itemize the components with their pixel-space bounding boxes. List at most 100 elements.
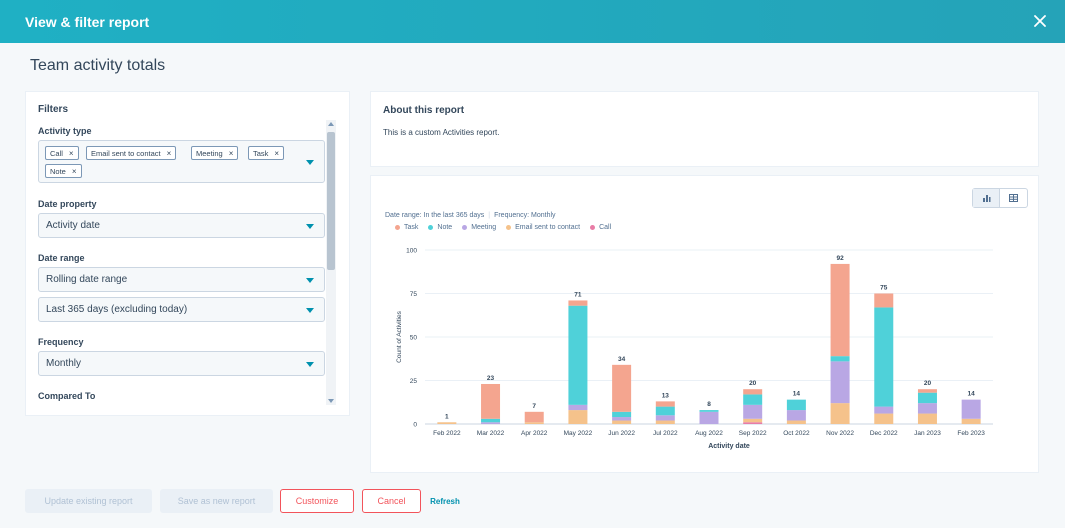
x-tick-label: Jul 2022: [653, 430, 678, 437]
save-as-new-report-button[interactable]: Save as new report: [160, 489, 273, 513]
tag-label: Task: [253, 148, 269, 158]
x-tick-label: Sep 2022: [739, 430, 767, 437]
x-tick-label: Jun 2022: [608, 430, 635, 437]
chart-frequency: Frequency: Monthly: [494, 212, 556, 219]
bar-segment: [874, 307, 894, 407]
tag-label: Meeting: [196, 148, 223, 158]
bar-segment: [699, 411, 719, 424]
legend-label: Note: [437, 224, 453, 231]
data-label: 23: [487, 375, 495, 382]
scroll-thumb[interactable]: [327, 132, 335, 270]
remove-tag-icon[interactable]: ×: [166, 148, 172, 158]
legend-swatch: [462, 225, 468, 230]
bar-segment: [743, 404, 763, 419]
tag-call[interactable]: Call ×: [45, 146, 79, 160]
bar-segment: [568, 404, 588, 411]
scroll-down-icon[interactable]: [328, 399, 334, 403]
x-tick-label: Feb 2023: [957, 430, 985, 437]
about-text: This is a custom Activities report.: [383, 128, 500, 137]
x-tick-label: Jan 2023: [914, 430, 941, 437]
bar-segment: [743, 389, 763, 395]
remove-tag-icon[interactable]: ×: [68, 148, 74, 158]
date-range-select[interactable]: Last 365 days (excluding today): [38, 297, 325, 322]
x-tick-label: Oct 2022: [783, 430, 810, 437]
tag-task[interactable]: Task ×: [248, 146, 285, 160]
modal-header: View & filter report: [0, 0, 1065, 43]
bar-segment: [481, 383, 501, 419]
remove-tag-icon[interactable]: ×: [71, 166, 77, 176]
bar-segment: [786, 399, 806, 411]
bar-segment: [874, 406, 894, 414]
activity-type-select[interactable]: Call × Email sent to contact × Meeting × Ta…: [38, 140, 325, 183]
bar-segment: [437, 422, 457, 424]
scroll-up-icon[interactable]: [328, 122, 334, 126]
legend-item[interactable]: Call: [590, 224, 611, 231]
date-property-label: Date property: [38, 199, 97, 209]
y-tick-label: 50: [410, 335, 418, 342]
page-title: Team activity totals: [30, 57, 166, 74]
modal-title: View & filter report: [25, 13, 150, 30]
close-button[interactable]: [1029, 10, 1051, 32]
remove-tag-icon[interactable]: ×: [228, 148, 234, 158]
legend-item[interactable]: Meeting: [462, 224, 496, 231]
tag-meeting[interactable]: Meeting ×: [191, 146, 239, 160]
y-tick-label: 25: [410, 378, 418, 385]
data-label: 13: [662, 392, 670, 399]
chart-view-button[interactable]: [973, 189, 1001, 207]
bar-segment: [874, 293, 894, 308]
y-axis-label: Count of Activities: [396, 310, 403, 362]
bar-segment: [568, 410, 588, 424]
frequency-select[interactable]: Monthly: [38, 351, 325, 376]
bar-segment: [699, 410, 719, 412]
bar-segment: [917, 389, 937, 393]
date-range-label: Date range: [38, 253, 85, 263]
legend-item[interactable]: Note: [428, 224, 452, 231]
tag-label: Call: [50, 148, 63, 158]
remove-tag-icon[interactable]: ×: [274, 148, 280, 158]
frequency-label: Frequency: [38, 337, 84, 347]
chevron-down-icon: [306, 224, 314, 229]
data-label: 14: [793, 391, 801, 398]
date-property-select[interactable]: Activity date: [38, 213, 325, 238]
legend-label: Call: [599, 224, 612, 231]
about-panel: About this report This is a custom Activ…: [370, 91, 1039, 167]
bar-segment: [655, 401, 675, 407]
x-axis-label: Activity date: [708, 443, 750, 450]
bar-segment: [568, 300, 588, 306]
meta-divider: |: [488, 212, 491, 219]
data-label: 20: [749, 380, 757, 387]
tag-email-sent[interactable]: Email sent to contact ×: [86, 146, 177, 160]
table-view-button[interactable]: [1000, 189, 1027, 207]
bar-segment: [961, 418, 981, 424]
about-title: About this report: [383, 105, 465, 116]
legend-swatch: [428, 225, 434, 230]
tag-note[interactable]: Note ×: [45, 164, 82, 178]
data-label: 75: [880, 285, 888, 292]
customize-button[interactable]: Customize: [280, 489, 354, 513]
update-existing-report-button[interactable]: Update existing report: [25, 489, 152, 513]
bar-segment: [743, 422, 763, 424]
y-tick-label: 0: [413, 422, 417, 429]
x-tick-label: Apr 2022: [521, 430, 548, 437]
cancel-button[interactable]: Cancel: [362, 489, 421, 513]
bar-segment: [655, 406, 675, 416]
chevron-down-icon: [306, 362, 314, 367]
bar-segment: [655, 420, 675, 424]
activity-type-label: Activity type: [38, 126, 92, 136]
legend-item[interactable]: Task: [395, 224, 418, 231]
legend-item[interactable]: Email sent to contact: [506, 224, 580, 231]
date-range-type-value: Rolling date range: [46, 274, 128, 285]
date-range-type-select[interactable]: Rolling date range: [38, 267, 325, 292]
bar-segment: [612, 417, 632, 421]
bar-segment: [481, 422, 501, 424]
refresh-link[interactable]: Refresh: [430, 496, 460, 506]
bar-segment: [568, 305, 588, 405]
bar-segment: [743, 394, 763, 405]
filters-scrollbar[interactable]: [326, 120, 336, 405]
bar-segment: [830, 356, 850, 362]
compared-to-label: Compared To: [38, 391, 96, 401]
chart-legend: Task Note Meeting Email sent to contact Call: [395, 224, 611, 231]
chevron-down-icon: [306, 278, 314, 283]
y-tick-label: 75: [410, 291, 418, 298]
legend-swatch: [395, 225, 400, 230]
